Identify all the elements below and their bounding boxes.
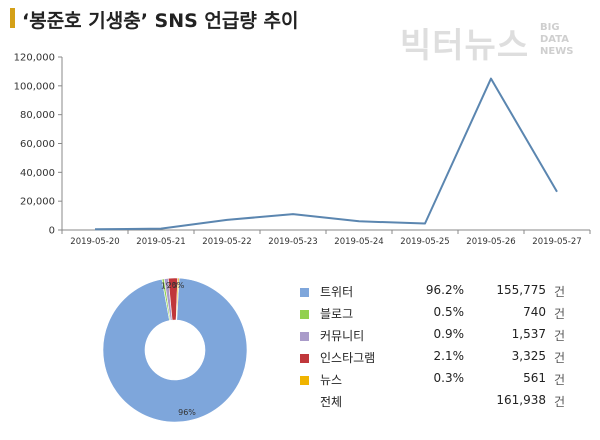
legend-total-row: 전체 161,938 건 bbox=[300, 393, 595, 415]
y-tick-label: 0 bbox=[49, 226, 55, 237]
legend-count: 561 bbox=[523, 371, 546, 385]
y-tick-label: 120,000 bbox=[14, 53, 55, 64]
legend-label: 커뮤니티 bbox=[320, 329, 365, 343]
x-tick-label: 2019-05-26 bbox=[466, 237, 515, 247]
donut-slice bbox=[175, 277, 180, 321]
legend-unit: 건 bbox=[554, 351, 566, 365]
title-accent-bar bbox=[10, 8, 15, 28]
legend-percent: 2.1% bbox=[433, 349, 465, 363]
legend-label: 인스타그램 bbox=[320, 351, 376, 365]
slice-label: 96% bbox=[178, 408, 196, 417]
legend-percent: 0.9% bbox=[433, 327, 465, 341]
legend-count: 3,325 bbox=[511, 349, 546, 363]
logo: 빅터뉴스 BIG DATA NEWS bbox=[400, 18, 590, 68]
legend-label: 트위터 bbox=[320, 285, 354, 299]
y-tick-label: 80,000 bbox=[20, 110, 55, 121]
legend-unit: 건 bbox=[554, 329, 566, 343]
x-tick-label: 2019-05-20 bbox=[70, 237, 119, 247]
legend-row: 커뮤니티 0.9% 1,537 건 bbox=[300, 327, 595, 349]
pie-legend: 트위터 96.2% 155,775 건 블로그 0.5% 740 건 커뮤니티 … bbox=[300, 283, 595, 415]
legend-swatch bbox=[300, 332, 309, 341]
logo-sub-line: NEWS bbox=[540, 46, 574, 57]
y-tick-label: 100,000 bbox=[14, 81, 55, 92]
legend-count: 740 bbox=[523, 305, 546, 319]
legend-label: 뉴스 bbox=[320, 373, 343, 387]
legend-swatch bbox=[300, 354, 309, 363]
logo-sub-line: BIG bbox=[540, 22, 560, 33]
x-tick-label: 2019-05-21 bbox=[136, 237, 185, 247]
chart-title: ‘봉준호 기생충’ SNS 언급량 추이 bbox=[22, 10, 299, 32]
logo-sub-line: DATA bbox=[540, 34, 570, 45]
y-tick-label: 60,000 bbox=[20, 139, 55, 150]
legend-percent: 0.3% bbox=[433, 371, 465, 385]
donut-chart: 96% 1%2%0% bbox=[102, 277, 248, 423]
legend-row: 인스타그램 2.1% 3,325 건 bbox=[300, 349, 595, 371]
legend-row: 뉴스 0.3% 561 건 bbox=[300, 371, 595, 393]
legend-percent: 96.2% bbox=[425, 283, 464, 297]
logo-subtext: BIG DATA NEWS bbox=[540, 22, 573, 58]
slice-label: 0% bbox=[172, 281, 185, 290]
legend-percent: 0.5% bbox=[433, 305, 465, 319]
legend-unit: 건 bbox=[554, 395, 566, 409]
y-tick-label: 20,000 bbox=[20, 197, 55, 208]
legend-swatch bbox=[300, 376, 309, 385]
legend-swatch bbox=[300, 310, 309, 319]
donut-slice bbox=[102, 277, 248, 423]
legend-row: 트위터 96.2% 155,775 건 bbox=[300, 283, 595, 305]
legend-unit: 건 bbox=[554, 285, 566, 299]
slice-label: 1% bbox=[161, 281, 174, 290]
legend-count: 155,775 bbox=[496, 283, 546, 297]
y-tick-label: 40,000 bbox=[20, 168, 55, 179]
x-tick-label: 2019-05-27 bbox=[532, 237, 581, 247]
x-tick-label: 2019-05-25 bbox=[400, 237, 449, 247]
x-tick-label: 2019-05-24 bbox=[334, 237, 383, 247]
logo-wordmark: 빅터뉴스 bbox=[400, 26, 530, 66]
legend-count: 1,537 bbox=[511, 327, 546, 341]
x-tick-label: 2019-05-22 bbox=[202, 237, 251, 247]
legend-row: 블로그 0.5% 740 건 bbox=[300, 305, 595, 327]
legend-total-count: 161,938 bbox=[496, 393, 546, 407]
slice-label: 2% bbox=[167, 281, 180, 290]
series-line bbox=[94, 77, 558, 231]
legend-total-label: 전체 bbox=[320, 395, 343, 409]
legend-label: 블로그 bbox=[320, 307, 354, 321]
line-chart: 0 20,000 40,000 60,000 80,000 100,000 120,000 2… bbox=[14, 53, 591, 247]
legend-swatch bbox=[300, 288, 309, 297]
x-tick-label: 2019-05-23 bbox=[268, 237, 317, 247]
legend-unit: 건 bbox=[554, 307, 566, 321]
legend-unit: 건 bbox=[554, 373, 566, 387]
